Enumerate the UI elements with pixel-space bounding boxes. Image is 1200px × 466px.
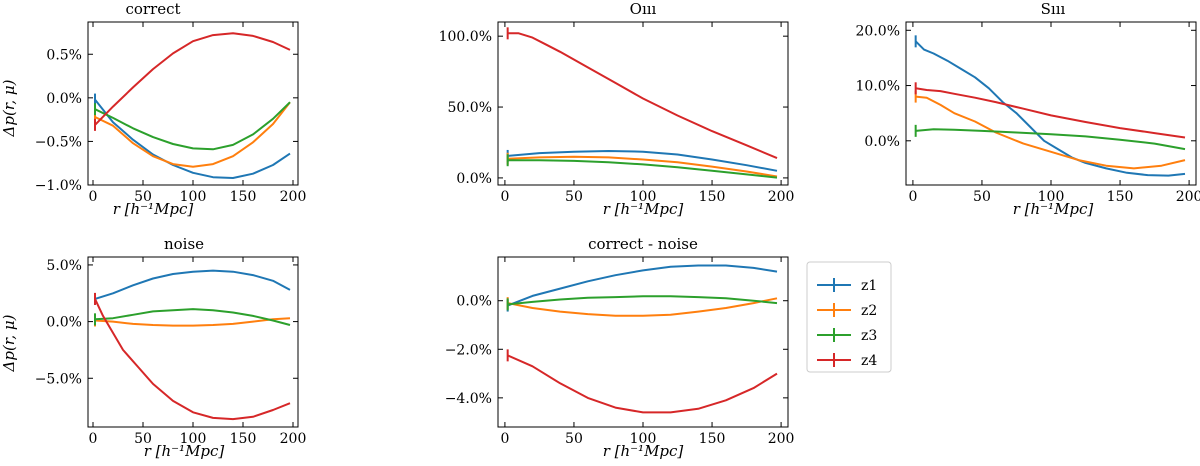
panel-correct-title: correct	[125, 0, 180, 18]
legend-label-z2: z2	[861, 303, 877, 319]
x-tick-label: 200	[280, 431, 307, 447]
y-tick-label: −2.0%	[445, 342, 492, 358]
panel-oiii-xlabel: r [h⁻¹Mpc]	[603, 200, 684, 218]
y-tick-label: 0.0%	[46, 315, 82, 331]
x-tick-label: 50	[565, 431, 583, 447]
series-line-z2	[94, 101, 291, 168]
x-tick-label: 200	[1176, 189, 1200, 205]
plot-area-oiii: 0 50 100 150 200 0.0% 50.0% 100.0%	[439, 21, 795, 205]
panel-correct: correct Δp(r, μ) r [h⁻¹Mpc]	[0, 0, 193, 218]
x-tick-label: 150	[230, 431, 257, 447]
x-tick-label: 0	[89, 431, 98, 447]
panel-correct-xlabel: r [h⁻¹Mpc]	[113, 200, 194, 218]
series-line-z4	[507, 32, 778, 160]
panel-oiii: Oııı r [h⁻¹Mpc]	[603, 0, 684, 218]
x-tick-label: 100	[1038, 189, 1065, 205]
series-line-z1	[507, 264, 778, 307]
y-tick-label: 10.0%	[856, 79, 900, 95]
legend-label-z1: z1	[861, 278, 877, 294]
series-line-z4	[507, 354, 778, 414]
x-tick-label: 50	[973, 189, 991, 205]
x-tick-label: 200	[280, 189, 307, 205]
y-tick-label: −0.5%	[35, 134, 82, 150]
legend-label-z3: z3	[861, 328, 877, 344]
series-line-z3	[94, 101, 291, 151]
y-tick-label: 0.0%	[456, 171, 492, 187]
x-tick-label: 50	[134, 189, 152, 205]
y-tick-label: 5.0%	[46, 258, 82, 274]
panel-siii: Sııı r [h⁻¹Mpc]	[1013, 0, 1094, 218]
series-line-z2	[507, 297, 778, 317]
y-tick-label: −4.0%	[445, 391, 492, 407]
x-tick-label: 0	[908, 189, 917, 205]
panel-noise: noise Δp(r, μ) r [h⁻¹Mpc]	[0, 235, 224, 460]
x-tick-label: 50	[134, 431, 152, 447]
panel-siii-xlabel: r [h⁻¹Mpc]	[1013, 200, 1094, 218]
series-line-z2	[915, 95, 1186, 170]
x-tick-label: 0	[500, 189, 509, 205]
plot-area-siii: 0 50 100 150 200 0.0% 10.0% 20.0%	[856, 21, 1200, 205]
legend-frame	[806, 261, 892, 373]
legend-entry-z2: z2	[817, 303, 877, 319]
y-tick-label: 50.0%	[448, 100, 492, 116]
x-tick-label: 0	[89, 189, 98, 205]
panel-noise-title: noise	[164, 235, 204, 253]
x-tick-label: 150	[230, 189, 257, 205]
x-tick-label: 150	[699, 431, 726, 447]
axes-frame	[497, 256, 789, 428]
x-tick-label: 100	[180, 189, 207, 205]
legend-label-z4: z4	[861, 353, 877, 369]
series-line-z4	[94, 32, 291, 126]
y-tick-label: 0.0%	[456, 294, 492, 310]
y-tick-label: 0.0%	[864, 134, 900, 150]
legend-entry-z3: z3	[817, 328, 877, 344]
series-line-z2	[94, 317, 291, 327]
legend-entry-z1: z1	[817, 278, 877, 294]
series-line-z3	[507, 295, 778, 306]
axes-frame	[87, 21, 299, 186]
x-tick-label: 200	[768, 431, 795, 447]
x-tick-label: 150	[1107, 189, 1134, 205]
series-line-z3	[507, 159, 778, 179]
legend-entry-z4: z4	[817, 353, 877, 369]
axes-frame	[905, 21, 1197, 186]
plot-area-noise: 0 50 100 150 200 −5.0% 0.0% 5.0%	[35, 256, 307, 447]
series-line-z1	[94, 98, 291, 179]
panel-noise-xlabel: r [h⁻¹Mpc]	[144, 442, 225, 460]
series-line-z4	[94, 298, 291, 421]
panel-correct-minus-noise-xlabel: r [h⁻¹Mpc]	[603, 442, 684, 460]
x-tick-label: 150	[699, 189, 726, 205]
y-tick-label: −1.0%	[35, 178, 82, 194]
y-tick-label: −5.0%	[35, 371, 82, 387]
panel-oiii-title: Oııı	[630, 0, 657, 18]
plot-area-correct-minus-noise: 0 50 100 150 200 −4.0% −2.0% 0.0%	[445, 256, 795, 447]
x-tick-label: 100	[630, 431, 657, 447]
y-tick-label: 0.5%	[46, 47, 82, 63]
x-tick-label: 0	[500, 431, 509, 447]
y-tick-label: 100.0%	[439, 29, 492, 45]
series-line-z3	[94, 308, 291, 326]
x-tick-label: 200	[768, 189, 795, 205]
x-tick-label: 100	[630, 189, 657, 205]
x-tick-label: 50	[565, 189, 583, 205]
plot-area-correct: 0 50 100 150 200 −1.0% −0.5% 0.0% 0.5%	[35, 21, 307, 205]
series-line-z3	[915, 128, 1186, 151]
series-line-z1	[507, 150, 778, 172]
panel-correct-ylabel: Δp(r, μ)	[0, 79, 18, 137]
y-tick-label: 20.0%	[856, 23, 900, 39]
x-tick-label: 100	[180, 431, 207, 447]
panel-correct-minus-noise: correct - noise r [h⁻¹Mpc]	[588, 235, 698, 460]
series-line-z2	[507, 155, 778, 178]
panel-correct-minus-noise-title: correct - noise	[588, 235, 698, 253]
panel-noise-ylabel: Δp(r, μ)	[0, 314, 18, 372]
legend: z1 z2 z3 z4	[806, 261, 892, 373]
series-line-z1	[94, 269, 291, 300]
series-line-z1	[914, 40, 1186, 177]
y-tick-label: 0.0%	[46, 91, 82, 107]
series-line-z4	[915, 87, 1186, 139]
panel-siii-title: Sııı	[1041, 0, 1066, 18]
